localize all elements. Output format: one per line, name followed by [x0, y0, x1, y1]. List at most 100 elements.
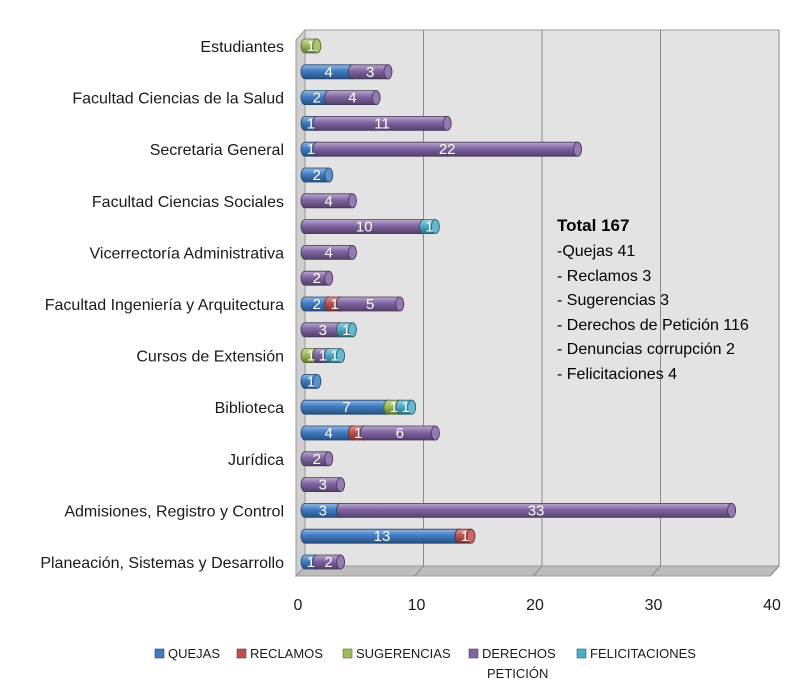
- gridline-floor: [769, 565, 780, 577]
- category-label: Admisiones, Registro y Control: [64, 503, 284, 520]
- annotation-line: - Denuncias corrupción 2: [557, 341, 735, 358]
- x-tick-label: 0: [294, 597, 303, 614]
- data-label: 1: [307, 115, 315, 132]
- category-label: Planeación, Sistemas y Desarrollo: [40, 555, 284, 572]
- legend-item: SUGERENCIAS: [342, 646, 451, 661]
- data-label: 5: [366, 296, 374, 313]
- bar-cap: [347, 244, 357, 260]
- legend: QUEJAS RECLAMOS SUGERENCIAS DERECHOS PETICIÓ…: [154, 646, 696, 681]
- annotation-title: Total 167: [557, 216, 629, 235]
- data-label: 1: [461, 528, 469, 545]
- annotation-line: - Derechos de Petición 116: [557, 317, 749, 334]
- data-label: 4: [325, 244, 333, 261]
- x-tick-label: 10: [408, 597, 426, 614]
- legend-item: FELICITACIONES: [576, 646, 696, 661]
- data-label: 1: [342, 322, 350, 339]
- data-label: 1: [307, 554, 315, 571]
- data-label: 2: [313, 451, 321, 468]
- annotation-line: - Felicitaciones 4: [557, 366, 677, 383]
- data-label: 1: [425, 219, 433, 236]
- category-label: Vicerrectoría Administrativa: [90, 245, 285, 262]
- bars: [300, 38, 736, 570]
- gridline-floor: [651, 565, 661, 577]
- data-label: 2: [325, 554, 333, 571]
- x-tick-label: 40: [763, 597, 781, 614]
- data-label: 3: [319, 502, 327, 519]
- data-label: 3: [319, 322, 327, 339]
- bar-cap: [442, 116, 452, 131]
- annotation-line: - Reclamos 3: [557, 268, 651, 285]
- data-label: 6: [396, 425, 404, 442]
- x-tick-label: 30: [645, 597, 663, 614]
- bar-cap: [407, 399, 417, 415]
- data-label: 33: [528, 502, 545, 519]
- legend-item: QUEJAS: [154, 646, 220, 661]
- category-label: Facultad Ciencias Sociales: [92, 194, 284, 211]
- data-label: 2: [313, 90, 321, 107]
- bar-cap: [336, 348, 345, 364]
- data-label: 2: [313, 296, 321, 313]
- gridline-floor: [414, 565, 424, 577]
- bar-cap: [324, 451, 334, 467]
- category-label: Cursos de Extensión: [136, 349, 284, 366]
- category-label: Estudiantes: [200, 39, 284, 56]
- bar-cap: [312, 38, 322, 54]
- bar-cap: [312, 373, 322, 389]
- bar-cap: [347, 322, 357, 338]
- data-label: 11: [374, 115, 390, 132]
- legend-swatch: [576, 648, 587, 659]
- data-label: 1: [330, 296, 338, 313]
- data-label: 1: [307, 38, 315, 55]
- legend-swatch: [342, 648, 353, 659]
- gridline-floor: [532, 565, 543, 577]
- data-label: 1: [307, 141, 315, 158]
- legend-label: FELICITACIONES: [590, 646, 696, 661]
- legend-swatch: [154, 648, 165, 659]
- legend-label: DERECHOS: [482, 646, 556, 661]
- bar-cap: [383, 64, 393, 80]
- data-label: 1: [307, 373, 315, 390]
- data-label: 10: [356, 219, 373, 236]
- data-label: 7: [342, 399, 350, 416]
- legend-label: QUEJAS: [168, 646, 220, 661]
- bar-cap: [430, 425, 440, 441]
- bar-cap: [336, 477, 345, 493]
- bar-cap: [466, 528, 476, 544]
- bar-cap: [336, 554, 345, 570]
- data-label: 1: [319, 348, 327, 365]
- bar-cap: [324, 270, 334, 286]
- data-label: 1: [402, 399, 410, 416]
- legend-item: RECLAMOS: [236, 646, 323, 661]
- data-label: 3: [366, 64, 374, 81]
- bar-cap: [395, 296, 405, 312]
- category-labels: Planeación, Sistemas y Desarrollo Admisio…: [40, 39, 284, 572]
- bar-cap: [430, 219, 440, 235]
- data-label: 4: [325, 425, 333, 442]
- legend-label-line2: PETICIÓN: [487, 666, 548, 681]
- data-label: 4: [348, 90, 356, 107]
- data-label: 2: [313, 167, 321, 184]
- legend-label: RECLAMOS: [250, 646, 323, 661]
- data-label: 1: [330, 348, 338, 365]
- data-label: 22: [439, 141, 456, 158]
- legend-swatch: [236, 648, 247, 659]
- data-label: 4: [325, 64, 333, 81]
- x-tick-label: 20: [526, 597, 544, 614]
- category-label: Jurídica: [228, 452, 284, 469]
- legend-item: DERECHOS PETICIÓN: [468, 646, 556, 681]
- x-tick-labels: 0 10 20 30 40: [294, 597, 781, 614]
- bar-cap: [573, 141, 582, 157]
- data-label: 4: [325, 193, 333, 210]
- data-label: 13: [374, 528, 391, 545]
- category-label: Facultad Ciencias de la Salud: [72, 91, 284, 108]
- data-label: 1: [307, 348, 315, 365]
- data-label: 3: [319, 477, 327, 494]
- bar-cap: [347, 193, 357, 209]
- annotation-line: -Quejas 41: [557, 243, 635, 260]
- category-label: Biblioteca: [215, 400, 284, 417]
- legend-label: SUGERENCIAS: [356, 646, 451, 661]
- data-label: 1: [390, 399, 398, 416]
